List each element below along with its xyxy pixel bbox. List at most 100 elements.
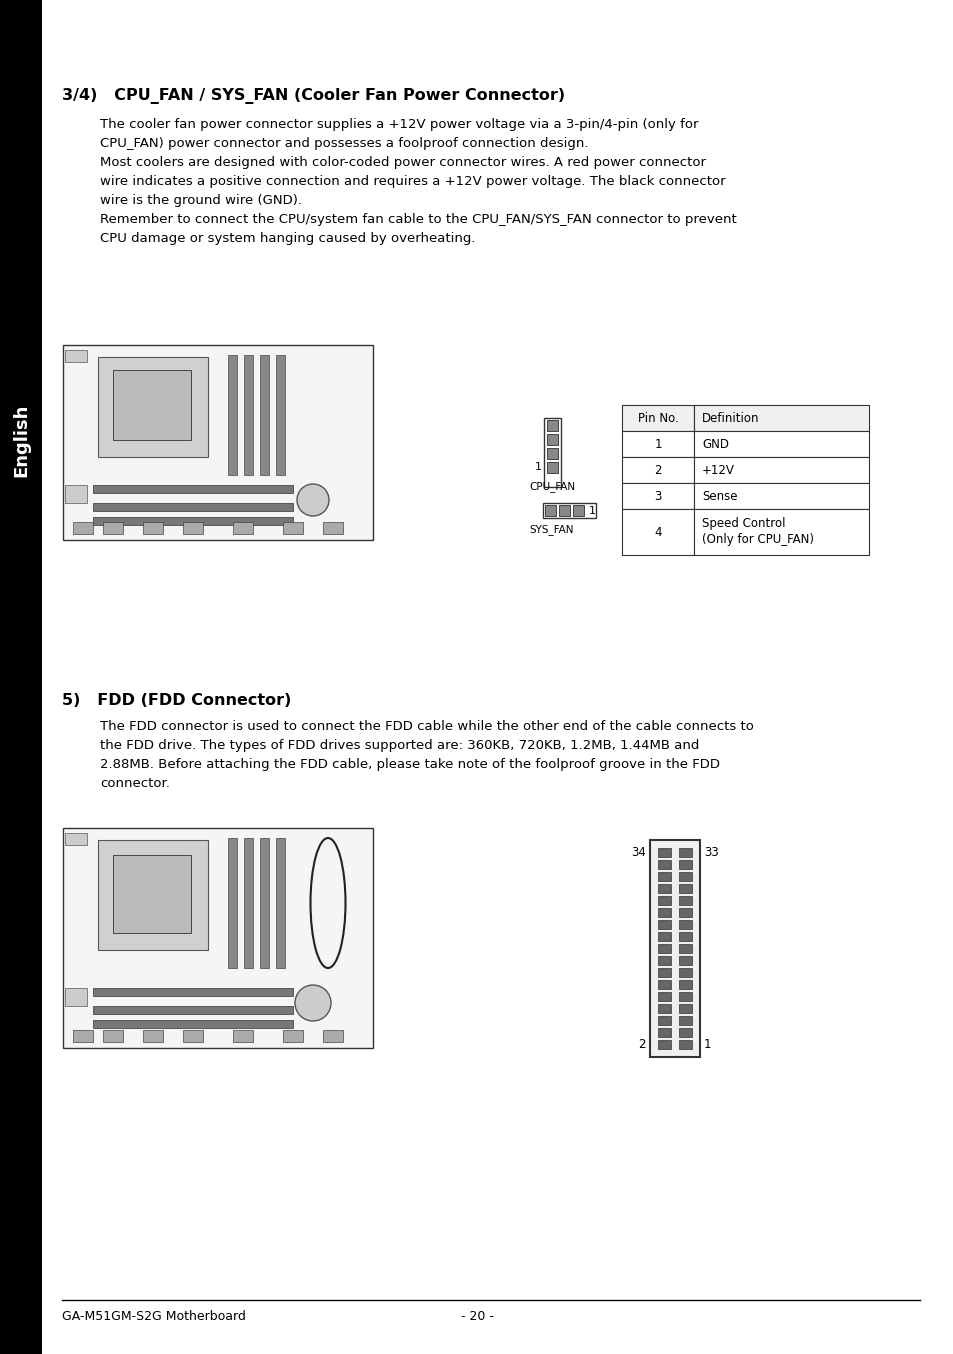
Bar bbox=[679, 968, 691, 978]
Bar bbox=[658, 909, 670, 917]
Bar bbox=[679, 932, 691, 941]
Text: - 20 -: - 20 - bbox=[460, 1311, 493, 1323]
Bar bbox=[679, 848, 691, 857]
Bar bbox=[92, 1006, 293, 1014]
Bar bbox=[658, 1040, 670, 1049]
Bar bbox=[621, 431, 693, 458]
Bar bbox=[658, 848, 670, 857]
Bar bbox=[558, 505, 569, 516]
Bar bbox=[679, 896, 691, 904]
Bar bbox=[693, 431, 868, 458]
Bar bbox=[65, 833, 87, 845]
Bar bbox=[621, 509, 693, 555]
Bar bbox=[98, 357, 208, 458]
Bar bbox=[323, 523, 343, 533]
Text: 1: 1 bbox=[654, 437, 661, 451]
Bar bbox=[679, 1040, 691, 1049]
Bar bbox=[658, 956, 670, 965]
Bar bbox=[323, 1030, 343, 1043]
Bar bbox=[143, 523, 163, 533]
Bar bbox=[65, 349, 87, 362]
Bar bbox=[233, 1030, 253, 1043]
Bar bbox=[0, 0, 42, 1354]
Text: 33: 33 bbox=[703, 846, 718, 858]
Bar bbox=[658, 1005, 670, 1013]
Bar bbox=[92, 517, 293, 525]
Bar bbox=[92, 485, 293, 493]
Bar bbox=[275, 838, 285, 968]
Bar bbox=[693, 509, 868, 555]
Bar bbox=[679, 872, 691, 881]
Text: CPU damage or system hanging caused by overheating.: CPU damage or system hanging caused by o… bbox=[100, 232, 475, 245]
Bar bbox=[65, 988, 87, 1006]
Bar bbox=[244, 355, 253, 475]
Text: The cooler fan power connector supplies a +12V power voltage via a 3-pin/4-pin (: The cooler fan power connector supplies … bbox=[100, 118, 698, 131]
Bar bbox=[658, 1028, 670, 1037]
Text: Pin No.: Pin No. bbox=[637, 412, 678, 425]
Bar bbox=[92, 1020, 293, 1028]
Bar bbox=[143, 1030, 163, 1043]
Bar bbox=[573, 505, 583, 516]
Text: wire is the ground wire (GND).: wire is the ground wire (GND). bbox=[100, 194, 302, 207]
Bar bbox=[98, 839, 208, 951]
Text: 2: 2 bbox=[654, 463, 661, 477]
Bar bbox=[244, 838, 253, 968]
Text: The FDD connector is used to connect the FDD cable while the other end of the ca: The FDD connector is used to connect the… bbox=[100, 720, 753, 733]
Text: connector.: connector. bbox=[100, 777, 170, 789]
Text: Remember to connect the CPU/system fan cable to the CPU_FAN/SYS_FAN connector to: Remember to connect the CPU/system fan c… bbox=[100, 213, 736, 226]
Bar bbox=[65, 485, 87, 502]
Text: 4: 4 bbox=[654, 525, 661, 539]
Bar bbox=[73, 523, 92, 533]
Bar bbox=[544, 505, 556, 516]
Bar bbox=[679, 884, 691, 894]
Bar bbox=[546, 420, 558, 431]
Text: Speed Control: Speed Control bbox=[701, 517, 784, 531]
Text: +12V: +12V bbox=[701, 463, 734, 477]
Text: GA-M51GM-S2G Motherboard: GA-M51GM-S2G Motherboard bbox=[62, 1311, 246, 1323]
Bar bbox=[63, 345, 373, 540]
Bar bbox=[546, 448, 558, 459]
Bar bbox=[679, 956, 691, 965]
Text: 3: 3 bbox=[654, 490, 661, 502]
Bar bbox=[112, 854, 191, 933]
Bar bbox=[658, 980, 670, 988]
Bar bbox=[693, 405, 868, 431]
Text: Definition: Definition bbox=[701, 412, 759, 425]
Bar bbox=[658, 919, 670, 929]
Bar bbox=[63, 829, 373, 1048]
Bar bbox=[693, 483, 868, 509]
Bar bbox=[260, 838, 269, 968]
Bar bbox=[546, 462, 558, 473]
Bar bbox=[679, 860, 691, 869]
Bar bbox=[693, 458, 868, 483]
Bar bbox=[283, 1030, 303, 1043]
Bar bbox=[658, 884, 670, 894]
Bar bbox=[283, 523, 303, 533]
Bar bbox=[621, 458, 693, 483]
Bar bbox=[92, 502, 293, 510]
Text: Sense: Sense bbox=[701, 490, 737, 502]
Bar bbox=[228, 838, 236, 968]
Text: 1: 1 bbox=[703, 1039, 711, 1051]
Bar bbox=[228, 355, 236, 475]
Bar bbox=[183, 523, 203, 533]
Text: 1: 1 bbox=[588, 505, 596, 516]
Text: wire indicates a positive connection and requires a +12V power voltage. The blac: wire indicates a positive connection and… bbox=[100, 175, 725, 188]
Text: Most coolers are designed with color-coded power connector wires. A red power co: Most coolers are designed with color-cod… bbox=[100, 156, 705, 169]
Bar bbox=[260, 355, 269, 475]
Text: 3/4)   CPU_FAN / SYS_FAN (Cooler Fan Power Connector): 3/4) CPU_FAN / SYS_FAN (Cooler Fan Power… bbox=[62, 88, 564, 104]
Bar bbox=[658, 860, 670, 869]
Bar bbox=[679, 919, 691, 929]
Text: 34: 34 bbox=[631, 846, 645, 858]
Bar bbox=[543, 418, 560, 487]
Text: English: English bbox=[12, 403, 30, 477]
Bar bbox=[679, 980, 691, 988]
Bar bbox=[542, 502, 596, 519]
Bar bbox=[658, 872, 670, 881]
Bar bbox=[658, 932, 670, 941]
Bar bbox=[183, 1030, 203, 1043]
Bar bbox=[679, 1028, 691, 1037]
Bar bbox=[679, 1016, 691, 1025]
Bar bbox=[103, 1030, 123, 1043]
Bar bbox=[546, 435, 558, 445]
